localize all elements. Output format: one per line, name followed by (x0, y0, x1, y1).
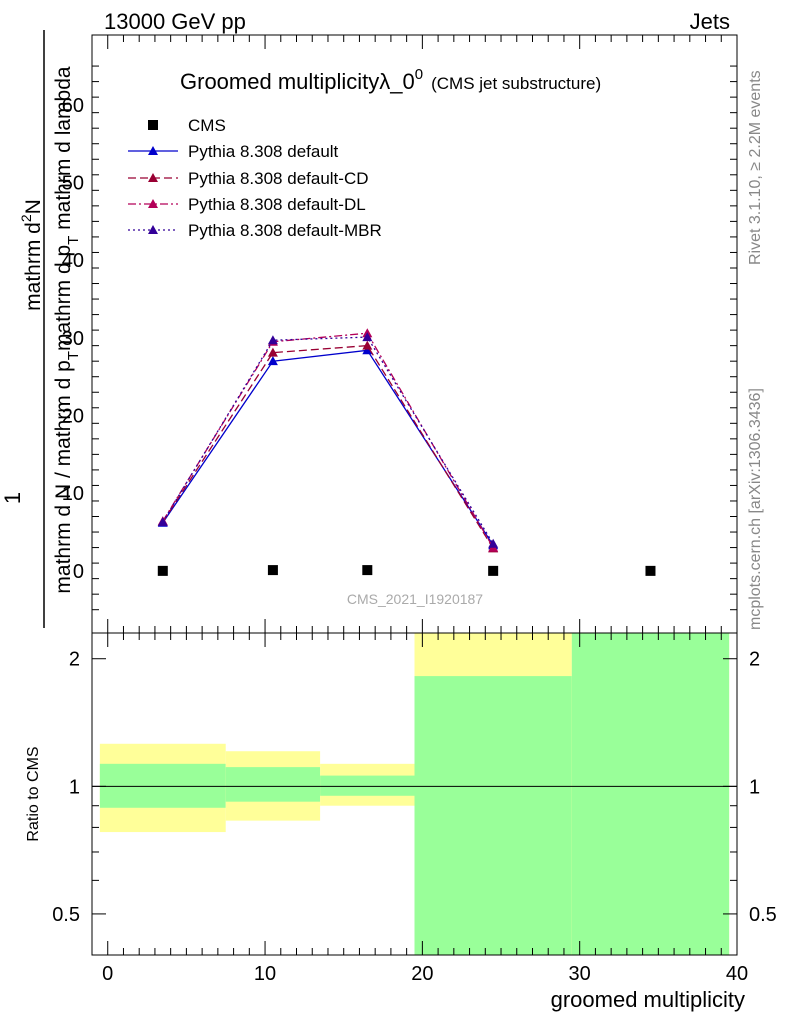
series-marker-solid (267, 356, 278, 366)
x-axis-label: groomed multiplicity (551, 987, 745, 1012)
legend-marker-dashed (148, 173, 158, 182)
plot-title-superscript: 0 (415, 66, 423, 83)
ratio-band-inner (225, 767, 321, 802)
main-axis-ticks (91, 35, 738, 633)
ratio-y-tick-label: 0.5 (52, 904, 80, 926)
main-y-tick-label: 50 (62, 173, 84, 195)
main-y-tick-label: 20 (62, 406, 84, 428)
main-y-tick-label: 10 (62, 483, 84, 505)
y-label-denominator-part3: mathrm d lambda (52, 66, 75, 236)
y-label-numerator: mathrm d2N (18, 199, 45, 311)
cms-data-point (267, 565, 278, 576)
legend-label: Pythia 8.308 default-CD (188, 169, 369, 188)
legend-marker-cms (148, 120, 158, 130)
ratio-y-tick-label: 2 (69, 649, 80, 671)
main-y-tick-label: 40 (62, 250, 84, 272)
plot-title-main: Groomed multiplicityλ_0 (180, 69, 415, 94)
ratio-panel: 0.5 0.5 1 1 2 2 0 10 20 30 40 Ratio to CMS groome… (25, 632, 777, 1012)
rivet-version: Rivet 3.1.10, ≥ 2.2M events (747, 70, 764, 265)
series-line-dotted (162, 336, 494, 545)
main-y-axis-label: 1 mathrm d2N mathrm d N / mathrm d pTmat… (0, 30, 82, 628)
series-marker-dotted (362, 332, 373, 342)
series-line-dashdot (162, 332, 494, 548)
plot-subtitle: (CMS jet substructure) (431, 74, 601, 93)
main-y-tick-label: 30 (62, 328, 84, 350)
cms-data-point (157, 565, 168, 576)
y-label-numerator-sup: 2 (18, 214, 34, 222)
legend-label: CMS (188, 116, 226, 135)
y-label-denominator-part2: mathrm d p (52, 245, 75, 351)
series-marker-dotted (267, 335, 278, 345)
series-marker-dotted (157, 516, 168, 526)
legend-label: Pythia 8.308 default-DL (188, 195, 366, 214)
cms-data-point (645, 565, 656, 576)
main-y-tick-label: 0 (73, 561, 84, 583)
ratio-band-inner (571, 633, 730, 955)
ratio-y-tick-label-right: 1 (749, 776, 760, 798)
ratio-band-inner (414, 676, 572, 955)
ratio-axis-ticks (91, 633, 738, 955)
cms-data-point (488, 565, 499, 576)
ratio-y-tick-label: 1 (69, 776, 80, 798)
header-energy: 13000 GeV pp (104, 9, 246, 34)
legend-label: Pythia 8.308 default-MBR (188, 221, 382, 240)
series-marker-dashed (267, 347, 278, 357)
x-tick-label: 0 (102, 963, 113, 985)
ratio-bands (99, 633, 730, 955)
ratio-band-inner (320, 775, 415, 796)
main-y-tick-labels: 0 10 20 30 40 50 60 (62, 95, 84, 583)
ratio-y-tick-label-right: 0.5 (749, 904, 777, 926)
ratio-band-inner (99, 763, 226, 808)
ratio-y-tick-labels: 0.5 0.5 1 1 2 2 (52, 649, 777, 926)
plot-title: Groomed multiplicityλ_00 (CMS jet substru… (180, 66, 601, 94)
legend: CMS Pythia 8.308 default Pythia 8.308 defa… (128, 116, 382, 240)
mcplots-credit: mcplots.cern.ch [arXiv:1306.3436] (747, 388, 764, 630)
header-process: Jets (690, 9, 730, 34)
y-label-numerator-n: N (22, 199, 45, 214)
main-y-tick-label: 60 (62, 95, 84, 117)
cms-data-point (362, 565, 373, 576)
ratio-y-tick-label-right: 2 (749, 649, 760, 671)
ratio-frame (91, 632, 738, 956)
analysis-watermark: CMS_2021_I1920187 (347, 591, 483, 607)
y-label-denominator-sub2: T (65, 236, 82, 245)
y-label-denominator: mathrm d N / mathrm d pTmathrm d pT math… (52, 66, 82, 593)
y-label-numerator-d: mathrm d (22, 222, 45, 311)
y-label-denominator-sub1: T (65, 351, 82, 360)
series-line-solid (162, 349, 494, 546)
x-tick-label: 30 (569, 963, 591, 985)
y-label-denominator-part1: mathrm d N / mathrm d p (52, 360, 75, 593)
ratio-y-axis-label: Ratio to CMS (25, 746, 42, 841)
legend-marker-dashdot (148, 199, 158, 208)
series-marker-dotted (488, 538, 499, 548)
x-tick-labels: 0 10 20 30 40 (102, 963, 748, 985)
series-marker-dashed (362, 340, 373, 350)
legend-marker-solid (148, 146, 158, 155)
series-line-dashed (162, 344, 494, 549)
main-series (157, 328, 656, 576)
legend-label: Pythia 8.308 default (188, 142, 339, 161)
x-tick-label: 10 (254, 963, 276, 985)
series-marker-solid (362, 345, 373, 355)
y-label-numerator-one: 1 (0, 492, 25, 504)
legend-marker-dotted (148, 225, 158, 234)
x-tick-label: 40 (726, 963, 748, 985)
x-tick-label: 20 (411, 963, 433, 985)
